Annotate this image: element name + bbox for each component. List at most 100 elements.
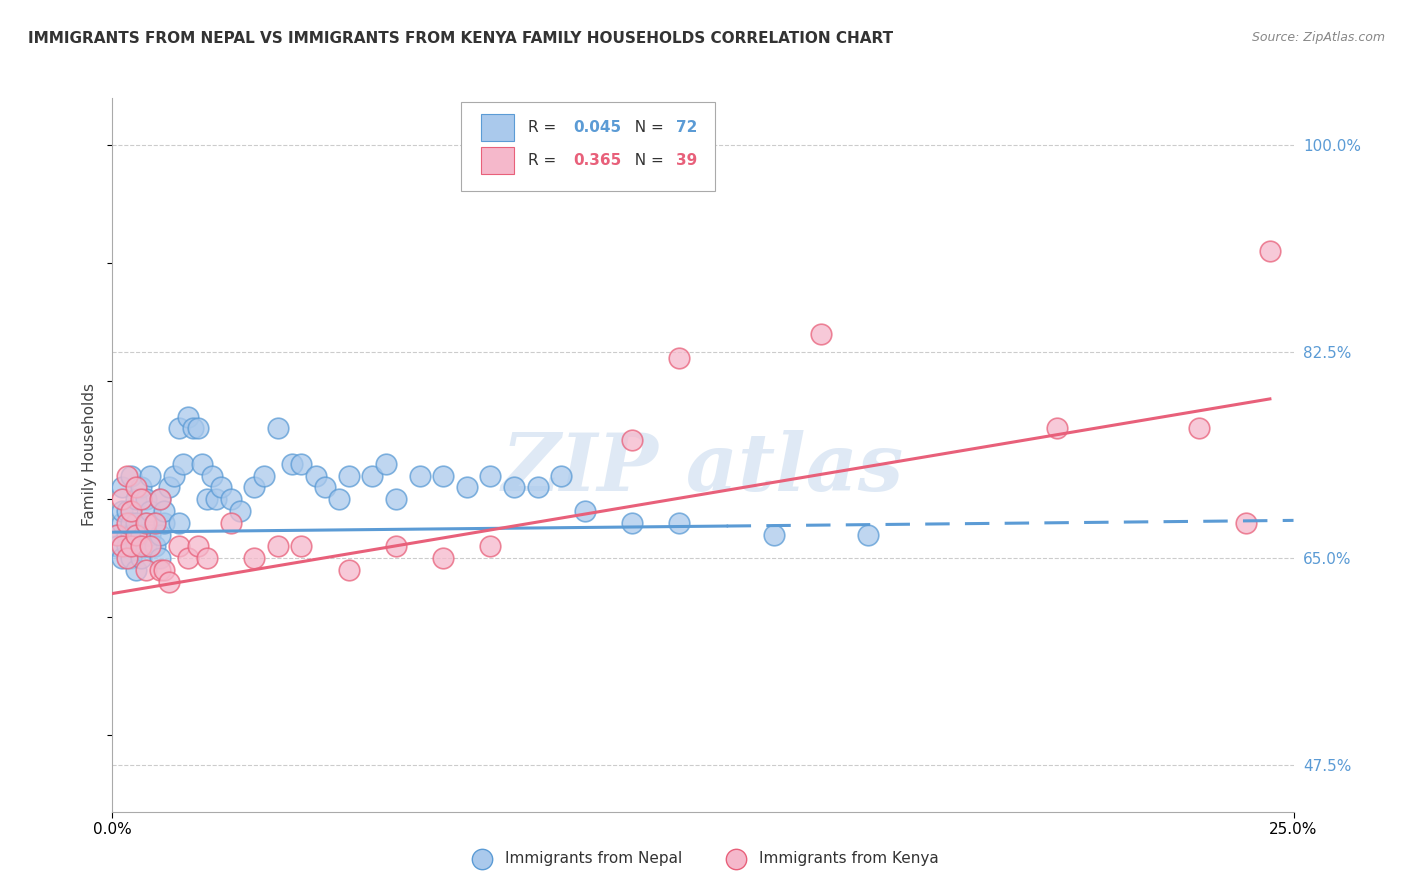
Point — [120, 516, 142, 530]
Point — [526, 480, 548, 494]
Point — [408, 468, 430, 483]
Point — [153, 504, 176, 518]
Point — [125, 539, 148, 553]
Point — [479, 468, 502, 483]
Point — [209, 480, 232, 494]
Point — [621, 516, 644, 530]
Point — [125, 480, 148, 494]
Point — [139, 539, 162, 553]
Point — [120, 551, 142, 566]
Point — [1046, 421, 1069, 435]
Text: 0.365: 0.365 — [574, 153, 621, 169]
Point — [172, 457, 194, 471]
Point — [361, 468, 384, 483]
Point — [167, 421, 190, 435]
Point — [810, 326, 832, 341]
Point — [125, 527, 148, 541]
Point — [314, 480, 336, 494]
Point — [111, 492, 134, 507]
Point — [125, 492, 148, 507]
Point — [115, 468, 138, 483]
Text: 72: 72 — [676, 120, 697, 135]
Text: R =: R = — [529, 120, 561, 135]
Point — [120, 468, 142, 483]
Point — [105, 527, 128, 541]
Point — [135, 563, 157, 577]
Text: 0.045: 0.045 — [574, 120, 621, 135]
Text: ZIP atlas: ZIP atlas — [502, 431, 904, 508]
Point — [375, 457, 398, 471]
Point — [385, 539, 408, 553]
Point — [195, 492, 218, 507]
Point — [858, 527, 880, 541]
FancyBboxPatch shape — [461, 102, 714, 191]
FancyBboxPatch shape — [481, 147, 515, 175]
Point — [503, 480, 526, 494]
Point — [456, 480, 478, 494]
Point — [337, 468, 360, 483]
Point — [229, 504, 252, 518]
Point — [115, 551, 138, 566]
Point — [290, 539, 312, 553]
Point — [135, 516, 157, 530]
Point — [337, 563, 360, 577]
Point — [135, 516, 157, 530]
Point — [668, 516, 690, 530]
Point — [219, 492, 242, 507]
Point — [385, 492, 408, 507]
Point — [201, 468, 224, 483]
Point — [135, 539, 157, 553]
Text: 39: 39 — [676, 153, 697, 169]
Point — [120, 504, 142, 518]
Point — [304, 468, 326, 483]
Text: R =: R = — [529, 153, 561, 169]
Point — [149, 563, 172, 577]
Point — [157, 480, 180, 494]
Point — [143, 516, 166, 530]
Y-axis label: Family Households: Family Households — [82, 384, 97, 526]
Point — [191, 457, 214, 471]
Point — [243, 551, 266, 566]
Point — [115, 527, 138, 541]
Point — [762, 527, 785, 541]
Point — [219, 516, 242, 530]
Point — [129, 480, 152, 494]
Point — [139, 468, 162, 483]
Point — [149, 551, 172, 566]
Point — [143, 516, 166, 530]
Point — [432, 551, 454, 566]
Point — [153, 516, 176, 530]
Point — [105, 527, 128, 541]
Point — [186, 421, 208, 435]
Point — [167, 539, 190, 553]
Point — [120, 539, 142, 553]
Point — [167, 516, 190, 530]
Point — [267, 421, 290, 435]
Point — [186, 539, 208, 553]
Point — [243, 480, 266, 494]
Point — [115, 539, 138, 553]
Point — [111, 539, 134, 553]
Text: Source: ZipAtlas.com: Source: ZipAtlas.com — [1251, 31, 1385, 45]
Point — [129, 527, 152, 541]
Point — [621, 433, 644, 447]
Point — [1234, 516, 1257, 530]
Point — [129, 551, 152, 566]
Point — [135, 492, 157, 507]
Point — [550, 468, 572, 483]
Point — [149, 492, 172, 507]
Point — [153, 563, 176, 577]
Point — [111, 504, 134, 518]
Point — [177, 409, 200, 424]
Point — [157, 574, 180, 589]
Point — [163, 468, 186, 483]
Point — [143, 539, 166, 553]
Point — [125, 563, 148, 577]
Point — [115, 516, 138, 530]
Point — [139, 504, 162, 518]
Point — [328, 492, 350, 507]
Point — [432, 468, 454, 483]
Text: N =: N = — [626, 153, 669, 169]
Point — [668, 351, 690, 365]
Point — [181, 421, 204, 435]
